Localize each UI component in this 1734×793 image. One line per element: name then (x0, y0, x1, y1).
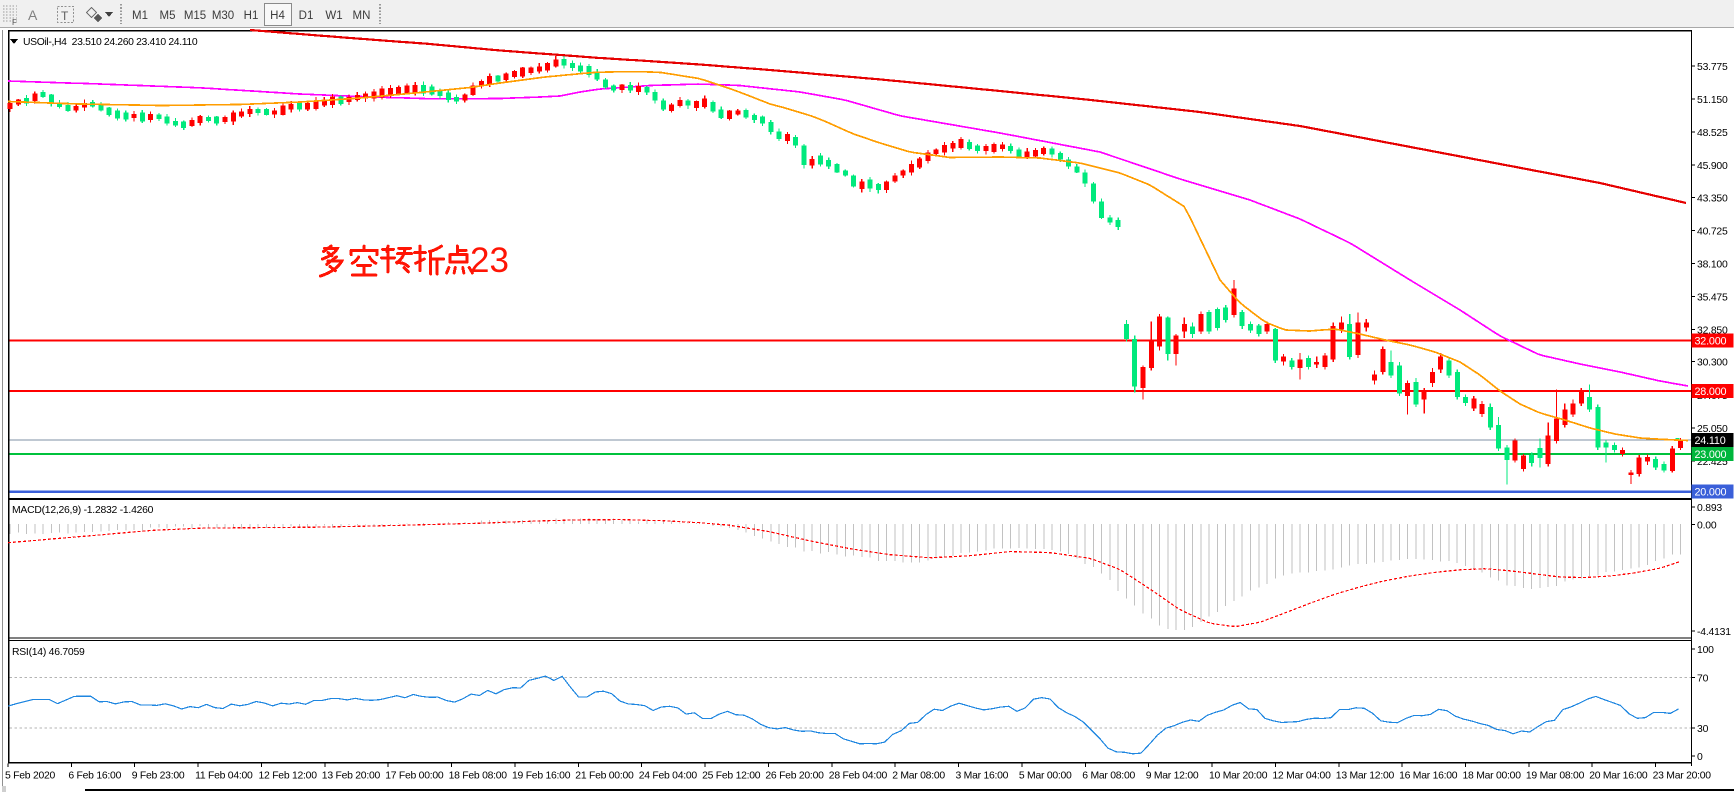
svg-text:16 Mar 16:00: 16 Mar 16:00 (1399, 771, 1458, 782)
svg-text:28.000: 28.000 (1695, 386, 1727, 398)
svg-text:24 Feb 04:00: 24 Feb 04:00 (639, 771, 698, 782)
svg-text:MACD(12,26,9) -1.2832 -1.4260: MACD(12,26,9) -1.2832 -1.4260 (12, 505, 154, 516)
svg-text:9 Mar 12:00: 9 Mar 12:00 (1146, 771, 1199, 782)
svg-text:21 Feb 00:00: 21 Feb 00:00 (575, 771, 634, 782)
svg-text:70: 70 (1697, 673, 1709, 684)
svg-text:MN: MN (353, 10, 371, 22)
svg-text:0: 0 (1697, 752, 1703, 763)
svg-text:23: 23 (470, 241, 509, 280)
svg-text:10 Mar 20:00: 10 Mar 20:00 (1209, 771, 1268, 782)
svg-text:25 Feb 12:00: 25 Feb 12:00 (702, 771, 761, 782)
svg-text:12 Mar 04:00: 12 Mar 04:00 (1272, 771, 1331, 782)
svg-text:30.300: 30.300 (1697, 358, 1728, 369)
svg-text:13 Mar 12:00: 13 Mar 12:00 (1336, 771, 1395, 782)
svg-text:19 Feb 16:00: 19 Feb 16:00 (512, 771, 571, 782)
svg-text:M30: M30 (212, 10, 234, 22)
svg-text:20.000: 20.000 (1695, 487, 1727, 499)
svg-text:30: 30 (1697, 724, 1709, 735)
svg-text:53.775: 53.775 (1697, 62, 1728, 73)
svg-text:F: F (12, 18, 17, 27)
svg-text:40.725: 40.725 (1697, 226, 1728, 237)
svg-text:20 Mar 16:00: 20 Mar 16:00 (1589, 771, 1648, 782)
svg-text:25.050: 25.050 (1697, 424, 1728, 435)
svg-text:M15: M15 (184, 10, 206, 22)
svg-text:32.000: 32.000 (1695, 335, 1727, 347)
svg-text:17 Feb 00:00: 17 Feb 00:00 (385, 771, 444, 782)
svg-text:12 Feb 12:00: 12 Feb 12:00 (259, 771, 318, 782)
svg-text:-4.4131: -4.4131 (1697, 627, 1731, 638)
svg-text:6 Feb 16:00: 6 Feb 16:00 (68, 771, 121, 782)
svg-text:18 Mar 00:00: 18 Mar 00:00 (1463, 771, 1522, 782)
svg-text:H4: H4 (270, 10, 285, 22)
svg-text:5 Mar 00:00: 5 Mar 00:00 (1019, 771, 1072, 782)
svg-text:0.893: 0.893 (1697, 503, 1722, 514)
svg-text:M1: M1 (132, 10, 148, 22)
svg-text:A: A (28, 7, 38, 23)
svg-text:19 Mar 08:00: 19 Mar 08:00 (1526, 771, 1585, 782)
svg-text:18 Feb 08:00: 18 Feb 08:00 (449, 771, 508, 782)
svg-text:45.900: 45.900 (1697, 161, 1728, 172)
svg-text:5 Feb 2020: 5 Feb 2020 (5, 771, 56, 782)
svg-text:24.110: 24.110 (1695, 435, 1726, 447)
svg-text:3 Mar 16:00: 3 Mar 16:00 (956, 771, 1009, 782)
svg-text:D1: D1 (299, 10, 314, 22)
svg-text:51.150: 51.150 (1697, 95, 1728, 106)
svg-text:9 Feb 23:00: 9 Feb 23:00 (132, 771, 185, 782)
svg-text:28 Feb 04:00: 28 Feb 04:00 (829, 771, 888, 782)
svg-text:M5: M5 (160, 10, 176, 22)
svg-text:W1: W1 (325, 10, 342, 22)
svg-text:23 Mar 20:00: 23 Mar 20:00 (1653, 771, 1712, 782)
svg-text:2 Mar 08:00: 2 Mar 08:00 (892, 771, 945, 782)
svg-text:48.525: 48.525 (1697, 128, 1728, 139)
svg-text:23.000: 23.000 (1695, 449, 1727, 461)
svg-text:RSI(14) 46.7059: RSI(14) 46.7059 (12, 647, 85, 658)
svg-text:100: 100 (1697, 645, 1714, 656)
svg-text:USOil-,H4 23.510 24.260 23.41: USOil-,H4 23.510 24.260 23.410 24.110 (23, 37, 198, 48)
svg-text:38.100: 38.100 (1697, 260, 1728, 271)
svg-text:43.350: 43.350 (1697, 193, 1728, 204)
svg-text:0.00: 0.00 (1697, 521, 1717, 532)
svg-text:22.425: 22.425 (1697, 457, 1728, 468)
svg-text:H1: H1 (244, 10, 259, 22)
svg-text:35.475: 35.475 (1697, 293, 1728, 304)
svg-text:26 Feb 20:00: 26 Feb 20:00 (765, 771, 824, 782)
svg-text:6 Mar 08:00: 6 Mar 08:00 (1082, 771, 1135, 782)
svg-text:32.850: 32.850 (1697, 326, 1728, 337)
svg-text:11 Feb 04:00: 11 Feb 04:00 (195, 771, 253, 782)
svg-text:T: T (61, 9, 69, 23)
svg-text:13 Feb 20:00: 13 Feb 20:00 (322, 771, 381, 782)
